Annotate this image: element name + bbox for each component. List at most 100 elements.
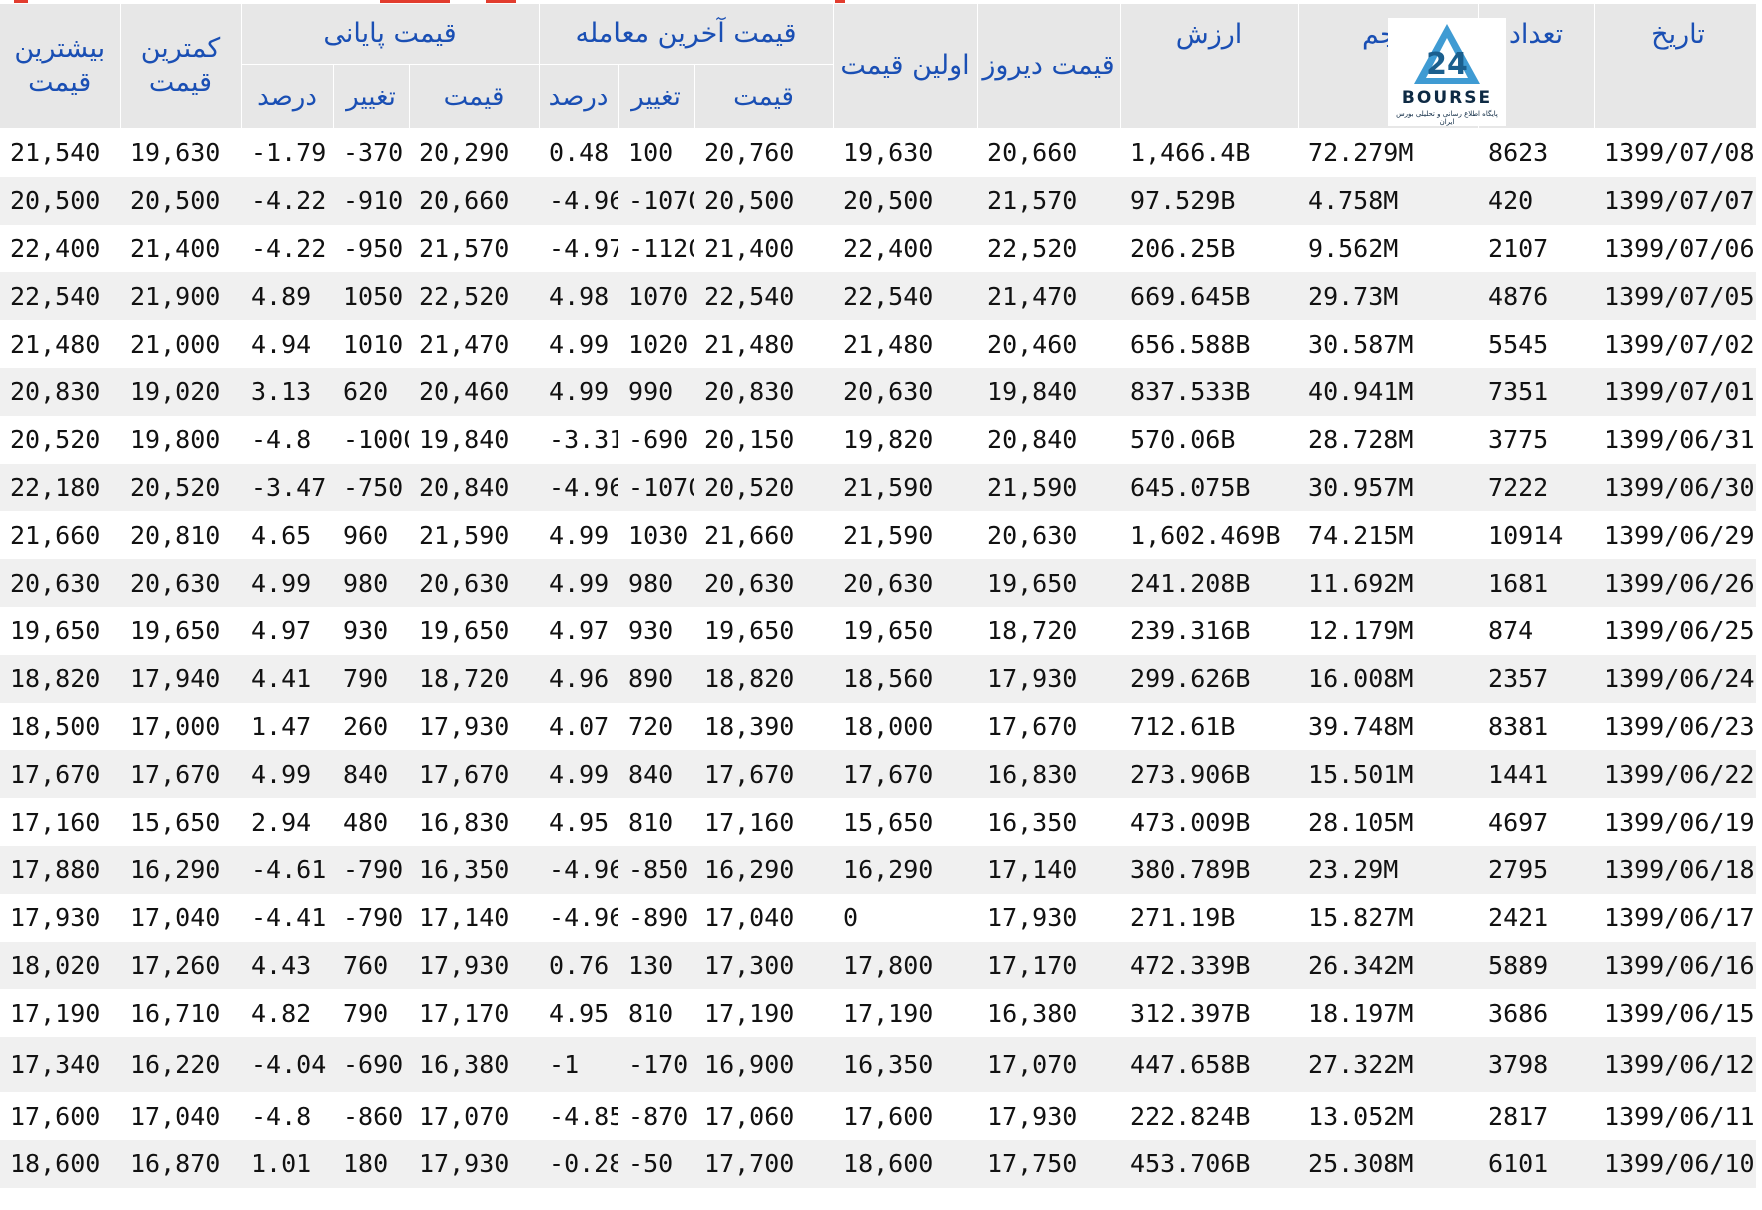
max-price-cell: 17,670 xyxy=(0,750,120,799)
last-price-cell: 20,150 xyxy=(704,425,795,455)
first-price-cell: 21,480 xyxy=(843,329,934,359)
last-change-cell: 890 xyxy=(618,654,695,703)
yesterday-price-cell: 16,380 xyxy=(987,998,1078,1028)
value-cell: 1,466.4B xyxy=(1130,138,1251,168)
table-row[interactable]: 22,18020,520-3.47-75020,840-4.96-107020,… xyxy=(0,463,1762,512)
date-cell: 1399/07/01 xyxy=(1594,367,1762,416)
table-row[interactable]: 20,520 19,800 -4.8 -1000 19,840 -3.31 -690 20,1… xyxy=(0,416,1762,464)
first-price-cell: 22,540 xyxy=(833,272,978,321)
last-price-cell: 18,820 xyxy=(694,654,834,703)
last-change-cell: -870 xyxy=(628,1101,689,1131)
table-row[interactable]: 21,540 19,630 -1.79 -370 20,290 0.48 100 20,760… xyxy=(0,129,1762,177)
closing-change-cell: -690 xyxy=(333,1037,409,1093)
max-price-cell: 18,600 xyxy=(0,1139,120,1188)
first-price-cell: 16,350 xyxy=(833,1037,978,1093)
closing-percent-cell: 4.41 xyxy=(241,654,333,703)
col-date-label: تاریخ xyxy=(1651,19,1705,50)
col-first-price[interactable]: اولین قیمت xyxy=(833,4,978,129)
first-price-cell: 18,000 xyxy=(843,711,934,741)
count-cell: 3686 xyxy=(1488,998,1549,1028)
col-closing-change[interactable]: تغییر xyxy=(333,64,410,129)
closing-change-cell: 930 xyxy=(343,616,389,646)
col-value-label: ارزش xyxy=(1175,19,1243,50)
min-price-cell: 21,900 xyxy=(120,272,241,321)
last-percent-cell: 0.76 xyxy=(539,941,619,990)
col-closing-value[interactable]: قیمت xyxy=(409,64,540,129)
yesterday-price-cell: 18,720 xyxy=(987,616,1078,646)
table-row[interactable]: 18,820 17,940 4.41 790 18,720 4.96 890 18,820 18… xyxy=(0,654,1762,703)
date-cell: 1399/06/19 xyxy=(1604,807,1755,837)
top-border xyxy=(0,0,1762,4)
table-row[interactable]: 17,340 16,220 -4.04 -690 16,380 -1 -170 16,900 1… xyxy=(0,1037,1762,1093)
closing-percent-cell: 4.97 xyxy=(251,616,312,646)
date-cell: 1399/07/08 xyxy=(1604,138,1755,168)
col-last-percent-label: درصد xyxy=(548,81,609,112)
table-row[interactable]: 17,930 17,040 -4.41 -790 17,140 -4.96 -890 17,0… xyxy=(0,894,1762,942)
col-value[interactable]: ارزش xyxy=(1120,4,1299,129)
table-row[interactable]: 19,650 19,650 4.97 930 19,650 4.97 930 19,650 19… xyxy=(0,607,1762,655)
yesterday-price-cell: 21,590 xyxy=(977,463,1121,512)
value-cell: 271.19B xyxy=(1130,903,1236,933)
closing-price-cell: 20,840 xyxy=(409,463,540,512)
value-cell: 299.626B xyxy=(1120,654,1299,703)
max-price-cell: 20,630 xyxy=(0,559,120,607)
table-row[interactable]: 17,670 17,670 4.99 840 17,670 4.99 840 17,670 17… xyxy=(0,750,1762,799)
col-last-percent[interactable]: درصد xyxy=(539,64,619,129)
volume-cell: 15.827M xyxy=(1308,903,1414,933)
col-closing-percent[interactable]: درصد xyxy=(241,64,334,129)
table-row[interactable]: 21,660 20,810 4.65 960 21,590 4.99 1030 21,660 2… xyxy=(0,511,1762,559)
table-row[interactable]: 20,630 20,630 4.99 980 20,630 4.99 980 20,630 20… xyxy=(0,559,1762,607)
col-max-price[interactable]: بیشترین قیمت xyxy=(0,4,121,129)
table-row[interactable]: 17,880 16,290 -4.61 -790 16,350 -4.96 -850 16,2… xyxy=(0,845,1762,894)
table-row[interactable]: 18,500 17,000 1.47 260 17,930 4.07 720 18,390 18… xyxy=(0,703,1762,751)
value-cell: 669.645B xyxy=(1120,272,1299,321)
date-cell: 1399/06/17 xyxy=(1604,903,1755,933)
count-cell: 1441 xyxy=(1478,750,1595,799)
table-row[interactable]: 17,190 16,710 4.82 790 17,170 4.95 810 17,190 17… xyxy=(0,989,1762,1037)
table-row[interactable]: 20,50020,500-4.22-91020,660-4.96-107020,… xyxy=(0,176,1762,225)
count-cell: 4876 xyxy=(1478,272,1595,321)
table-row[interactable]: 18,020 17,260 4.43 760 17,930 0.76 130 17,300 17… xyxy=(0,941,1762,990)
col-date[interactable]: تاریخ xyxy=(1594,4,1762,129)
table-row[interactable]: 17,160 15,650 2.94 480 16,830 4.95 810 17,160 15… xyxy=(0,798,1762,846)
table-row[interactable]: 22,400 21,400 -4.22 -950 21,570 -4.97 -1120 21,… xyxy=(0,225,1762,273)
first-price-cell: 19,650 xyxy=(843,616,934,646)
max-price-cell: 22,180 xyxy=(0,463,120,512)
volume-cell: 9.562M xyxy=(1308,233,1399,263)
count-cell: 5545 xyxy=(1488,329,1549,359)
volume-cell: 72.279M xyxy=(1308,138,1414,168)
volume-cell: 13.052M xyxy=(1308,1101,1414,1131)
max-price-cell: 18,820 xyxy=(0,654,120,703)
table-row[interactable]: 21,480 21,000 4.94 1010 21,470 4.99 1020 21,480… xyxy=(0,320,1762,368)
table-row[interactable]: 18,600 16,870 1.01 180 17,930 -0.28 -50 17,700 1… xyxy=(0,1139,1762,1188)
min-price-cell: 21,000 xyxy=(130,329,221,359)
col-last-trade[interactable]: قیمت آخرین معامله xyxy=(539,4,834,65)
max-price-cell: 20,500 xyxy=(0,176,120,225)
min-price-cell: 17,040 xyxy=(130,1101,221,1131)
col-last-change[interactable]: تغییر xyxy=(618,64,695,129)
col-last-value[interactable]: قیمت xyxy=(694,64,834,129)
value-cell: 473.009B xyxy=(1130,807,1251,837)
last-price-cell: 20,830 xyxy=(694,367,834,416)
count-cell: 3798 xyxy=(1478,1037,1595,1093)
last-change-cell: 810 xyxy=(628,998,674,1028)
min-price-cell: 17,040 xyxy=(130,903,221,933)
col-yesterday-price[interactable]: قیمت دیروز xyxy=(977,4,1121,129)
volume-cell: 28.728M xyxy=(1308,425,1414,455)
date-cell: 1399/07/05 xyxy=(1594,272,1762,321)
table-row[interactable]: 17,600 17,040 -4.8 -860 17,070 -4.85 -870 17,06… xyxy=(0,1092,1762,1140)
closing-percent-cell: -3.47 xyxy=(241,463,333,512)
first-price-cell: 20,630 xyxy=(833,559,978,607)
right-edge xyxy=(1756,4,1762,1204)
col-closing-price[interactable]: قیمت پایانی xyxy=(241,4,540,65)
value-cell: 1,602.469B xyxy=(1130,520,1281,550)
closing-price-cell: 21,570 xyxy=(419,233,510,263)
last-change-cell: 1020 xyxy=(628,329,689,359)
first-price-cell: 18,560 xyxy=(833,654,978,703)
closing-percent-cell: -4.8 xyxy=(251,425,312,455)
table-row[interactable]: 20,830 19,020 3.13 620 20,460 4.99 990 20,830 20… xyxy=(0,367,1762,416)
count-cell: 6101 xyxy=(1478,1139,1595,1188)
table-row[interactable]: 22,540 21,900 4.89 1050 22,520 4.98 1070 22,540… xyxy=(0,272,1762,321)
col-min-price[interactable]: کمترین قیمت xyxy=(120,4,242,129)
date-cell: 1399/06/24 xyxy=(1594,654,1762,703)
